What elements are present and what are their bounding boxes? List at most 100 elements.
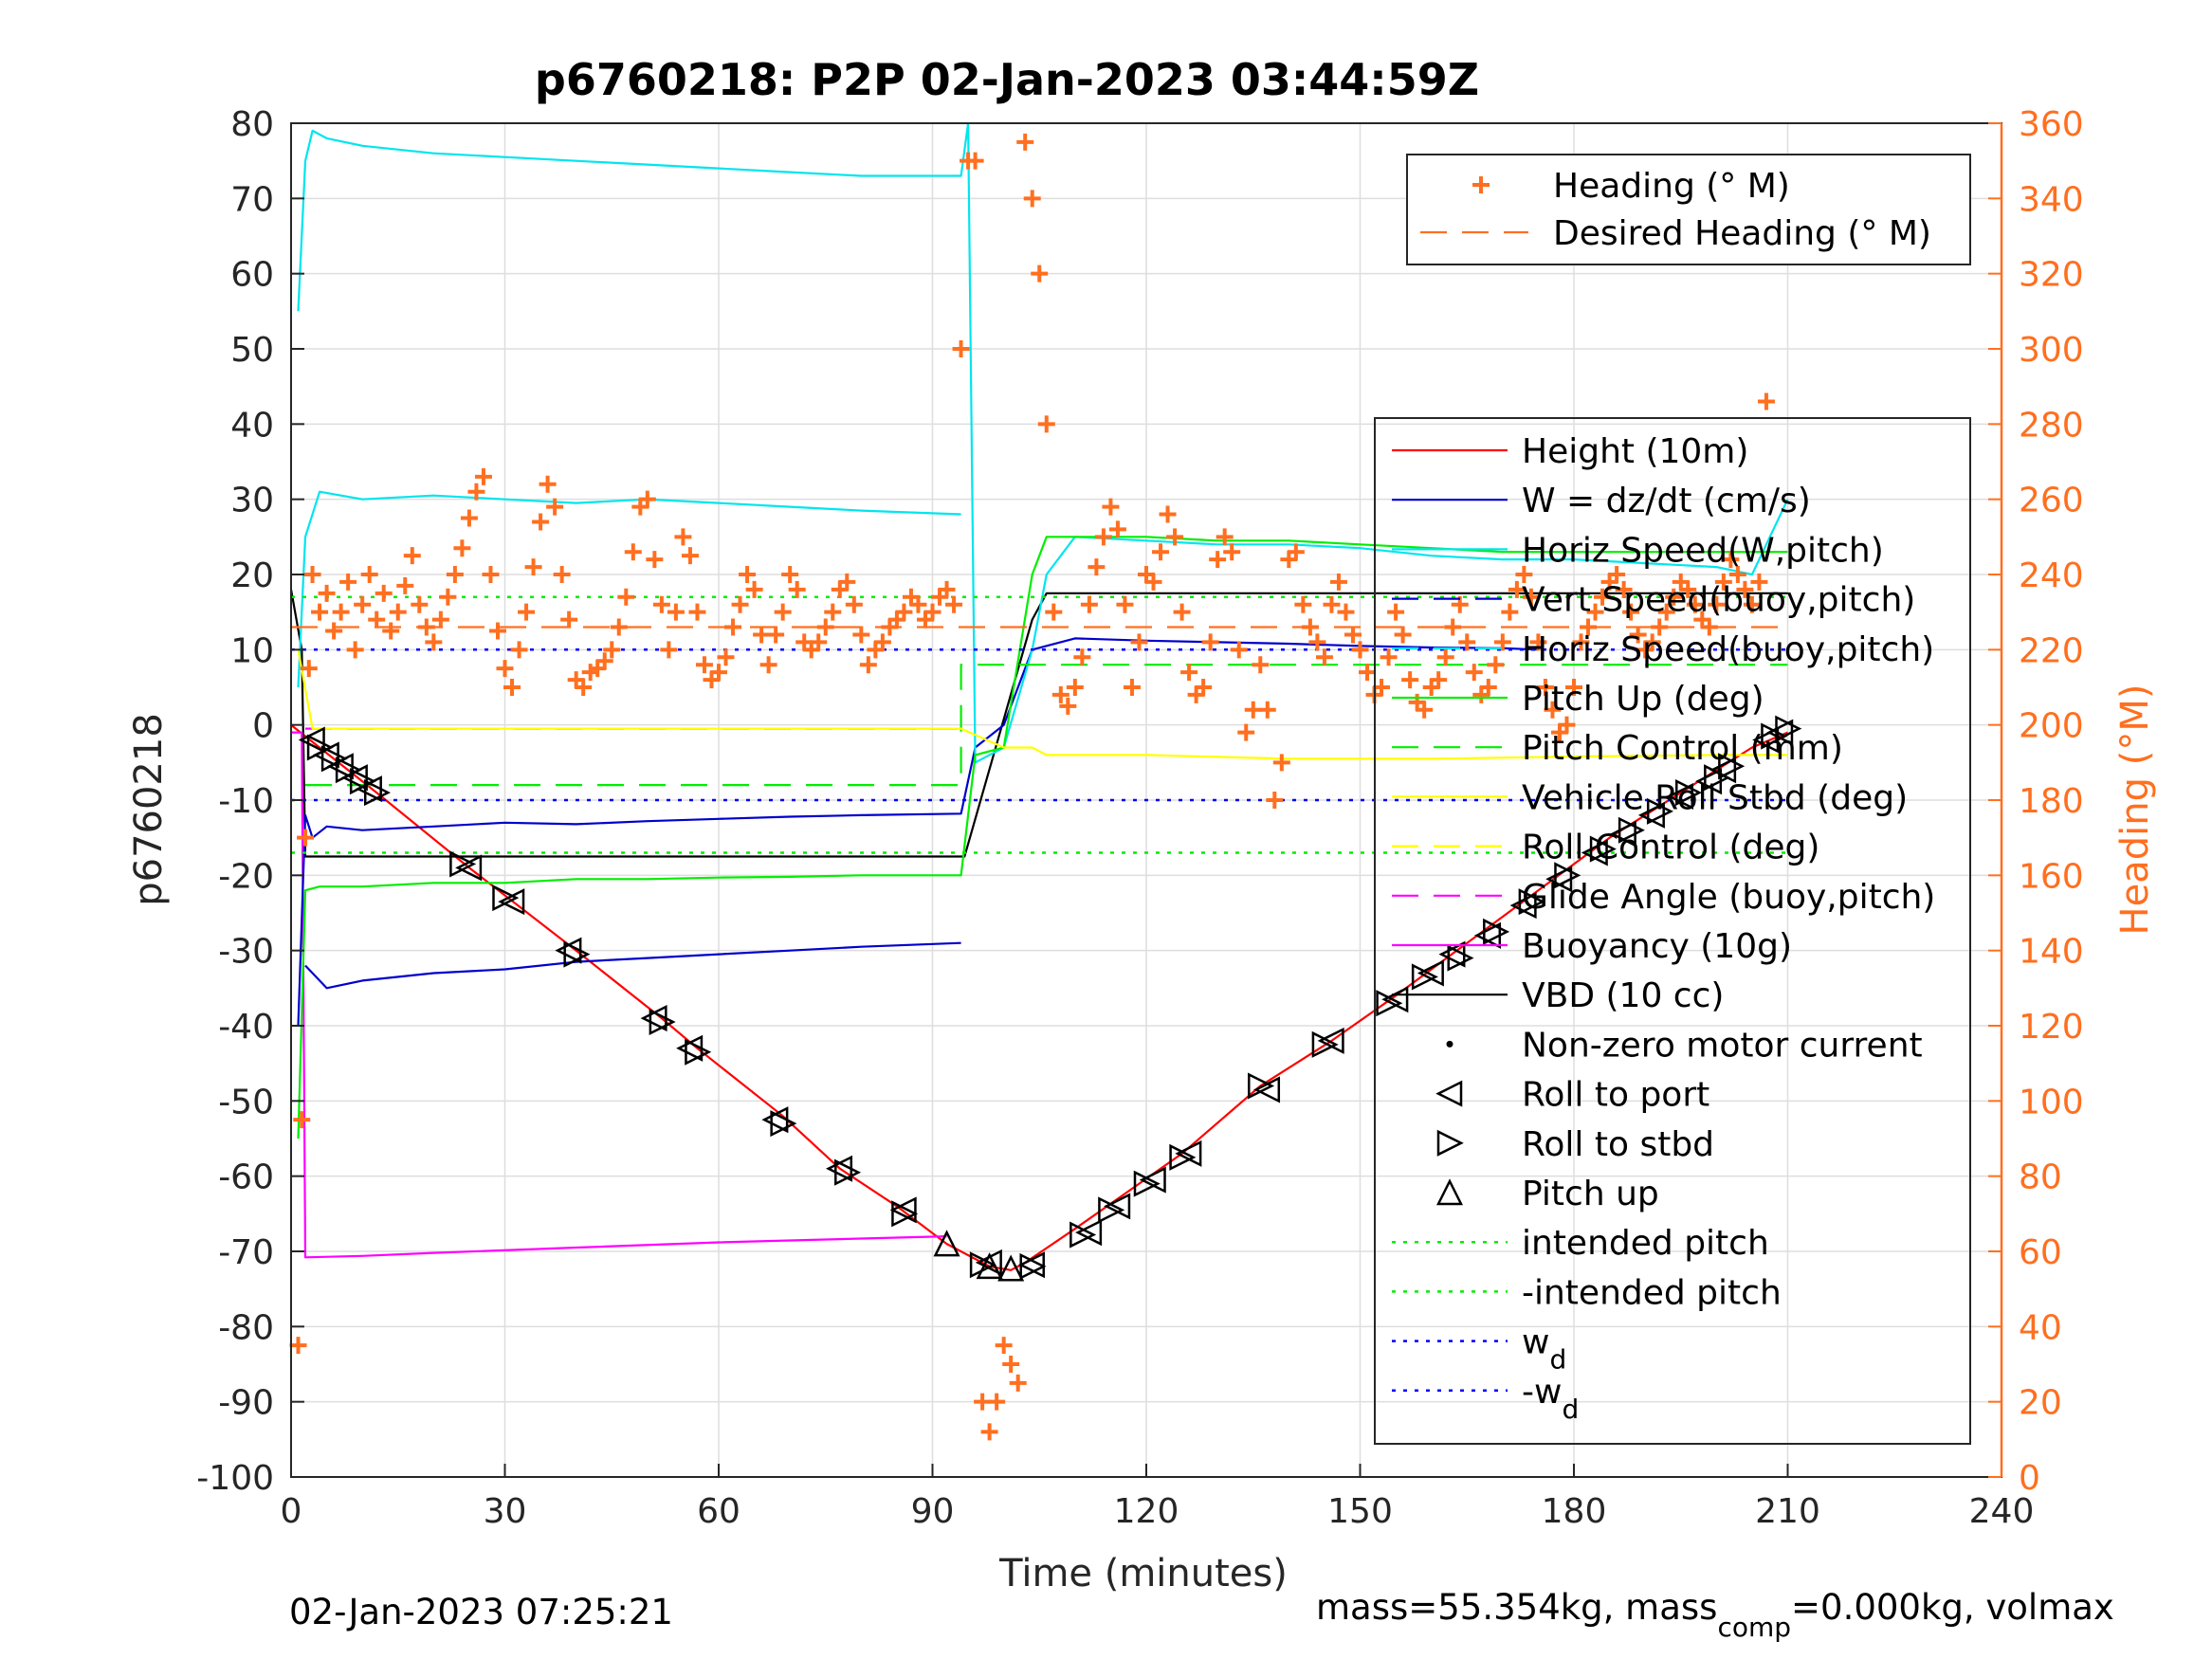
heading-point-61 xyxy=(710,664,727,682)
heading-point-172 xyxy=(1501,603,1519,621)
footer-mass: mass=55.354kg, masscomp=0.000kg, volmax xyxy=(1316,1587,2114,1643)
y-tick-label-0: 80 xyxy=(230,105,274,144)
heading-point-101 xyxy=(995,1337,1013,1355)
legend-main: Height (10m) W = dz/dt (cm/s) Horiz Speed(… xyxy=(1374,417,1971,1445)
heading-point-206 xyxy=(1743,595,1761,613)
ticks-layer: 0 30 60 90 120 150 180 210 24080706050403020100-… xyxy=(196,105,2083,1531)
legend-heading: Heading (° M) Desired Heading (° M) xyxy=(1406,154,1971,265)
series-horiz_speed_wp xyxy=(297,490,961,688)
legend-main-label-17: -intended pitch xyxy=(1522,1273,1782,1312)
heading-point-23 xyxy=(439,588,457,606)
heading-point-164 xyxy=(1444,618,1462,636)
heading-point-110 xyxy=(1059,697,1077,715)
plot-series xyxy=(289,121,1789,1271)
y-right-tick-label-1: 340 xyxy=(2019,180,2084,219)
heading-point-152 xyxy=(1359,664,1377,682)
legend-main-label-3: Vert Speed(buoy,pitch) xyxy=(1522,581,1915,620)
y-right-tick-label-14: 80 xyxy=(2019,1158,2062,1197)
heading-point-180 xyxy=(1558,716,1576,734)
y-right-tick-label-0: 360 xyxy=(2019,105,2084,144)
heading-point-105 xyxy=(1023,190,1041,208)
heading-point-29 xyxy=(482,566,500,583)
heading-point-18 xyxy=(403,547,421,565)
heading-point-81 xyxy=(852,626,870,644)
marker-roll-stbd-22 xyxy=(1411,963,1438,991)
legend-main-label-18: wd xyxy=(1522,1323,1566,1376)
heading-point-69 xyxy=(767,626,785,644)
heading-point-54 xyxy=(660,641,678,659)
heading-point-95 xyxy=(952,340,970,357)
legend-main-label-11: VBD (10 cc) xyxy=(1522,976,1724,1015)
heading-point-97 xyxy=(966,152,984,170)
x-tick-label-4: 120 xyxy=(1114,1492,1179,1531)
heading-point-32 xyxy=(503,679,521,696)
marker-roll-stbd-15 xyxy=(1069,1221,1097,1249)
heading-point-16 xyxy=(389,603,407,621)
heading-point-174 xyxy=(1515,566,1533,583)
heading-point-39 xyxy=(553,566,571,583)
y-tick-label-10: -20 xyxy=(218,857,274,896)
heading-point-68 xyxy=(759,656,777,674)
legend-main-sample-15 xyxy=(1435,1178,1464,1206)
heading-point-5 xyxy=(311,603,329,621)
heading-point-33 xyxy=(510,641,528,659)
heading-point-185 xyxy=(1594,588,1612,606)
footer-mass-a: mass=55.354kg, mass xyxy=(1316,1587,1717,1628)
series-w_target_desc xyxy=(304,941,961,990)
heading-point-17 xyxy=(396,576,414,594)
heading-point-34 xyxy=(518,603,536,621)
heading-point-140 xyxy=(1272,754,1290,772)
heading-point-89 xyxy=(909,595,927,613)
heading-point-127 xyxy=(1180,664,1198,682)
heading-point-204 xyxy=(1728,566,1746,583)
heading-point-170 xyxy=(1487,656,1505,674)
heading-point-184 xyxy=(1586,603,1604,621)
y-tick-label-17: -90 xyxy=(218,1384,274,1423)
heading-point-67 xyxy=(753,626,771,644)
legend-main-label-0: Height (10m) xyxy=(1522,432,1748,471)
y-right-tick-label-5: 260 xyxy=(2019,482,2084,520)
y-right-tick-label-3: 300 xyxy=(2019,331,2084,370)
heading-point-118 xyxy=(1116,595,1134,613)
y-right-tick-label-13: 100 xyxy=(2019,1083,2084,1121)
y-axis-label-right: Heading (°M) xyxy=(2113,684,2157,936)
heading-point-6 xyxy=(318,584,336,602)
series-horiz_speed xyxy=(297,121,1789,764)
heading-point-104 xyxy=(1016,133,1034,151)
heading-point-160 xyxy=(1416,701,1434,719)
marker-roll-stbd-3 xyxy=(349,768,376,795)
y-tick-label-8: 0 xyxy=(252,707,274,746)
heading-point-51 xyxy=(638,490,656,508)
heading-point-190 xyxy=(1629,626,1647,644)
heading-point-63 xyxy=(724,618,742,636)
marker-layer xyxy=(298,715,1802,1282)
heading-point-122 xyxy=(1144,573,1162,591)
heading-point-80 xyxy=(845,595,863,613)
heading-point-106 xyxy=(1031,264,1049,283)
y-tick-label-15: -70 xyxy=(218,1233,274,1272)
heading-point-146 xyxy=(1315,648,1333,666)
heading-point-55 xyxy=(667,603,685,621)
legend-main-label-8: Roll Control (deg) xyxy=(1522,829,1819,867)
heading-point-14 xyxy=(375,584,393,602)
y-tick-label-4: 40 xyxy=(230,406,274,445)
legend-main-sample-13 xyxy=(1435,1080,1463,1107)
heading-point-19 xyxy=(411,595,429,613)
legend-main-box xyxy=(1374,417,1971,1445)
heading-point-132 xyxy=(1216,528,1234,546)
y-right-tick-label-4: 280 xyxy=(2019,406,2084,445)
marker-roll-port-12 xyxy=(889,1196,917,1224)
marker-roll-stbd-28 xyxy=(1618,816,1645,844)
y-tick-label-3: 50 xyxy=(230,331,274,370)
heading-point-35 xyxy=(524,558,542,576)
heading-point-79 xyxy=(838,573,856,591)
legend-main-label-13: Roll to port xyxy=(1522,1076,1709,1115)
y-tick-label-16: -80 xyxy=(218,1308,274,1347)
footer-mass-b: =0.000kg, volmax xyxy=(1791,1587,2114,1628)
y-tick-label-9: -10 xyxy=(218,782,274,821)
heading-point-30 xyxy=(488,622,506,640)
x-tick-label-8: 240 xyxy=(1969,1492,2035,1531)
heading-point-126 xyxy=(1173,603,1191,621)
heading-point-173 xyxy=(1508,580,1526,598)
heading-point-131 xyxy=(1209,551,1227,569)
